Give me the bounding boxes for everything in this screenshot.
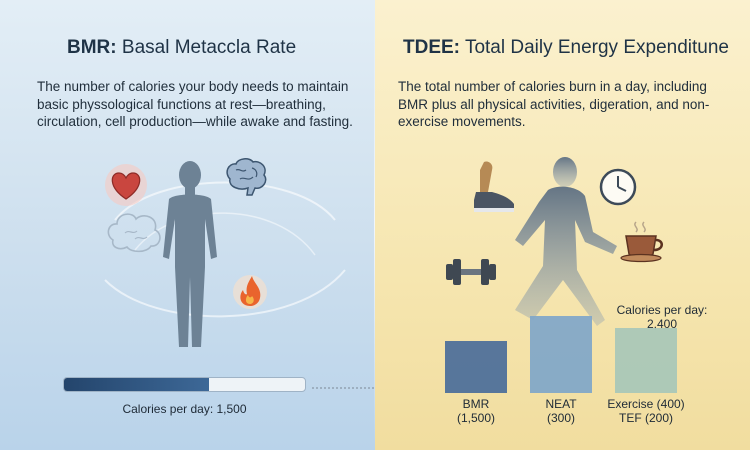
bar-label-exercise-tef: Exercise (400) TEF (200)	[590, 397, 702, 425]
bmr-calories-label: Calories per day: 1,500	[122, 402, 247, 416]
heart-icon	[105, 164, 147, 206]
bar-label-neat: NEAT (300)	[505, 397, 617, 425]
dumbbell-icon	[446, 259, 496, 285]
bar-label-bmr: BMR (1,500)	[420, 397, 532, 425]
flame-icon	[233, 275, 267, 309]
tdee-description: The total number of calories burn in a d…	[398, 79, 710, 129]
bmr-title: BMR: Basal Metaccla Rate	[67, 37, 296, 59]
bar-label-line1: BMR	[462, 397, 490, 411]
running-figure-icon	[515, 157, 617, 326]
tdee-total-label-line1: Calories per day:	[616, 303, 708, 317]
bar-label-line2: (1,500)	[456, 411, 496, 425]
tdee-title-abbr: TDEE:	[403, 37, 460, 58]
bar-label-line2: TEF (200)	[618, 411, 673, 425]
bmr-panel: BMR: Basal Metaccla Rate The number of c…	[0, 0, 375, 450]
bmr-title-abbr: BMR:	[67, 37, 117, 58]
lungs-icon	[107, 213, 161, 253]
tdee-total-label: Calories per day: 2,400	[607, 303, 717, 331]
sneaker-icon	[474, 161, 514, 212]
tdee-total-value: 2,400	[646, 317, 678, 331]
tdee-title-text: Total Daily Energy Expenditune	[464, 37, 729, 58]
bmr-description: The number of calories your body needs t…	[37, 79, 353, 129]
bar-label-line2: (300)	[546, 411, 575, 425]
clock-icon	[599, 168, 637, 206]
tdee-panel: TDEE: Total Daily Energy Expenditune The…	[375, 0, 750, 450]
brain-icon	[226, 158, 267, 196]
coffee-cup-icon	[620, 221, 663, 263]
human-figure-icon	[163, 161, 217, 347]
bar-bmr	[445, 341, 507, 393]
bmr-calorie-bar-fill	[64, 378, 209, 391]
tdee-title: TDEE: Total Daily Energy Expenditune	[403, 37, 729, 59]
bmr-title-text: Basal Metaccla Rate	[121, 37, 297, 58]
bar-label-line1: Exercise (400)	[607, 397, 685, 411]
bar-exercise-tef	[615, 328, 677, 393]
bar-neat	[530, 316, 592, 393]
bmr-calorie-bar	[63, 377, 306, 392]
bar-label-line1: NEAT	[545, 397, 577, 411]
